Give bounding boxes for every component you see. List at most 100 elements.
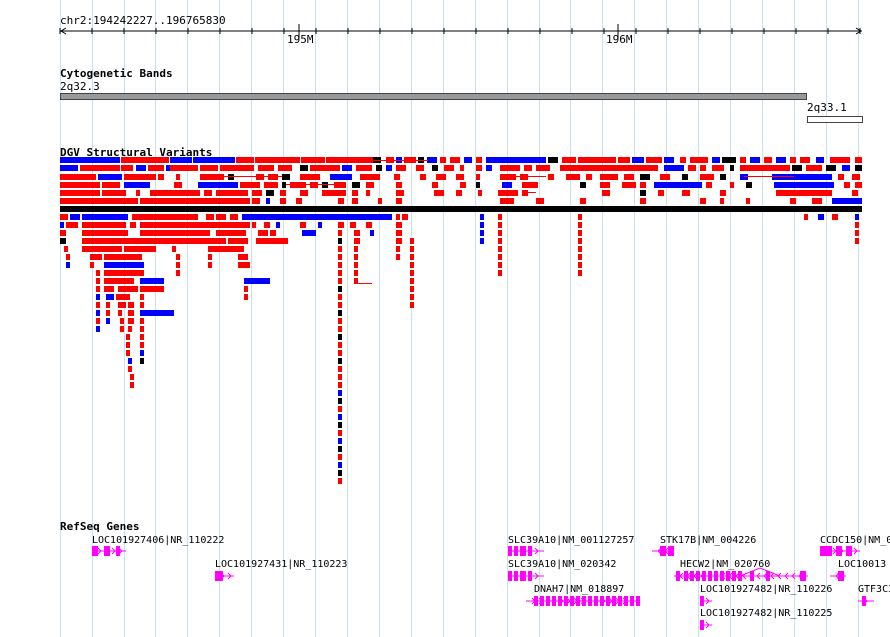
- dgv-variant[interactable]: [855, 238, 859, 244]
- dgv-variant[interactable]: [338, 446, 342, 452]
- dgv-variant[interactable]: [498, 230, 502, 236]
- gene-exon[interactable]: [676, 571, 680, 581]
- dgv-variant[interactable]: [700, 198, 706, 204]
- dgv-variant[interactable]: [352, 198, 358, 204]
- dgv-variant[interactable]: [502, 182, 512, 188]
- dgv-variant[interactable]: [658, 190, 664, 196]
- dgv-variant[interactable]: [338, 318, 342, 324]
- dgv-variant[interactable]: [276, 222, 280, 228]
- gene-exon[interactable]: [104, 546, 110, 556]
- dgv-variant[interactable]: [96, 294, 100, 300]
- dgv-variant[interactable]: [396, 222, 402, 228]
- dgv-variant[interactable]: [60, 165, 78, 171]
- dgv-variant[interactable]: [354, 230, 360, 236]
- dgv-variant[interactable]: [208, 246, 244, 252]
- dgv-variant[interactable]: [230, 214, 238, 220]
- dgv-variant[interactable]: [106, 294, 114, 300]
- dgv-variant[interactable]: [220, 165, 254, 171]
- dgv-variant[interactable]: [500, 165, 520, 171]
- dgv-variant[interactable]: [318, 222, 322, 228]
- dgv-variant[interactable]: [855, 222, 859, 228]
- dgv-variant[interactable]: [310, 182, 318, 188]
- strand-arrow[interactable]: [534, 547, 539, 555]
- dgv-variant[interactable]: [104, 278, 134, 284]
- dgv-variant[interactable]: [460, 182, 466, 188]
- dgv-variant[interactable]: [366, 222, 372, 228]
- dgv-variant[interactable]: [255, 157, 300, 163]
- dgv-variant[interactable]: [300, 165, 308, 171]
- dgv-variant[interactable]: [410, 278, 414, 284]
- dgv-variant[interactable]: [792, 165, 802, 171]
- gene-exon[interactable]: [714, 571, 718, 581]
- dgv-variant[interactable]: [330, 174, 352, 180]
- dgv-variant[interactable]: [396, 182, 402, 188]
- dgv-variant[interactable]: [690, 157, 708, 163]
- dgv-variant[interactable]: [680, 157, 686, 163]
- dgv-variant[interactable]: [338, 390, 342, 396]
- strand-arrow[interactable]: [227, 572, 232, 580]
- dgv-variant[interactable]: [720, 198, 724, 204]
- dgv-variant[interactable]: [290, 182, 306, 188]
- strand-arrow[interactable]: [527, 572, 532, 580]
- gene-exon[interactable]: [570, 596, 574, 606]
- dgv-variant[interactable]: [832, 214, 838, 220]
- dgv-variant[interactable]: [96, 326, 100, 332]
- dgv-variant[interactable]: [228, 238, 248, 244]
- dgv-variant[interactable]: [410, 254, 414, 260]
- dgv-variant[interactable]: [338, 438, 342, 444]
- dgv-variant[interactable]: [66, 222, 78, 228]
- dgv-variant[interactable]: [128, 366, 132, 372]
- dgv-variant[interactable]: [402, 214, 408, 220]
- dgv-variant[interactable]: [464, 157, 472, 163]
- dgv-variant[interactable]: [268, 174, 278, 180]
- gene-exon[interactable]: [92, 546, 98, 556]
- dgv-variant[interactable]: [174, 182, 182, 188]
- dgv-variant[interactable]: [476, 157, 482, 163]
- dgv-variant[interactable]: [855, 157, 862, 163]
- dgv-variant[interactable]: [396, 246, 400, 252]
- dgv-variant[interactable]: [82, 214, 128, 220]
- dgv-variant[interactable]: [562, 157, 576, 163]
- dgv-variant[interactable]: [252, 222, 256, 228]
- strand-arrow[interactable]: [531, 597, 536, 605]
- dgv-variant[interactable]: [480, 222, 484, 228]
- strand-arrow[interactable]: [825, 547, 830, 555]
- strand-arrow[interactable]: [686, 572, 691, 580]
- gene-exon[interactable]: [546, 596, 550, 606]
- dgv-variant[interactable]: [522, 190, 528, 196]
- dgv-variant[interactable]: [476, 165, 482, 171]
- dgv-variant[interactable]: [193, 157, 235, 163]
- dgv-variant[interactable]: [396, 230, 402, 236]
- dgv-variant[interactable]: [170, 157, 192, 163]
- dgv-variant[interactable]: [208, 254, 212, 260]
- dgv-variant[interactable]: [121, 157, 153, 163]
- gene-exon[interactable]: [820, 546, 832, 556]
- strand-arrow[interactable]: [111, 547, 116, 555]
- dgv-variant[interactable]: [460, 165, 464, 171]
- dgv-variant[interactable]: [338, 246, 342, 252]
- dgv-variant[interactable]: [124, 174, 156, 180]
- dgv-variant[interactable]: [498, 222, 502, 228]
- dgv-variant[interactable]: [500, 198, 514, 204]
- dgv-variant[interactable]: [166, 165, 170, 171]
- dgv-variant[interactable]: [450, 157, 460, 163]
- dgv-variant[interactable]: [646, 157, 662, 163]
- dgv-variant[interactable]: [256, 174, 264, 180]
- dgv-variant[interactable]: [300, 190, 308, 196]
- dgv-variant[interactable]: [640, 198, 646, 204]
- dgv-variant[interactable]: [280, 198, 286, 204]
- gene-exon[interactable]: [588, 596, 592, 606]
- dgv-variant[interactable]: [432, 165, 438, 171]
- dgv-variant[interactable]: [176, 254, 180, 260]
- dgv-variant[interactable]: [660, 174, 670, 180]
- dgv-variant[interactable]: [82, 246, 122, 252]
- dgv-variant[interactable]: [566, 174, 580, 180]
- dgv-variant[interactable]: [238, 254, 248, 260]
- dgv-variant[interactable]: [132, 214, 140, 220]
- dgv-variant-link[interactable]: [522, 192, 536, 193]
- dgv-variant[interactable]: [524, 165, 532, 171]
- strand-arrow[interactable]: [520, 572, 525, 580]
- dgv-variant[interactable]: [578, 254, 582, 260]
- dgv-variant[interactable]: [216, 214, 226, 220]
- strand-arrow[interactable]: [784, 572, 789, 580]
